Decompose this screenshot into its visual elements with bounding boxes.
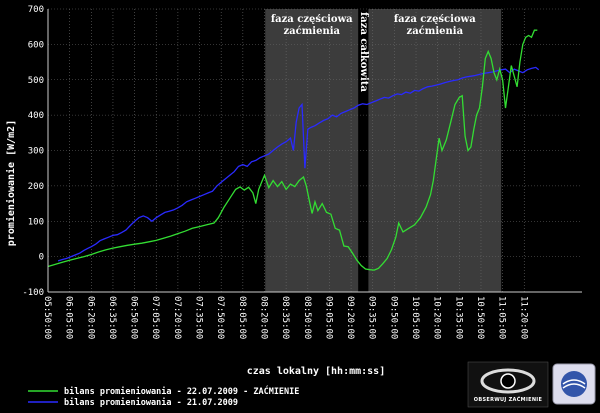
x-tick-label: 06:20:00 (85, 296, 95, 339)
x-tick-label: 05:50:00 (42, 296, 52, 339)
legend: bilans promieniowania - 22.07.2009 - ZAĆ… (28, 385, 299, 408)
x-tick-label: 07:05:00 (150, 296, 160, 339)
x-tick-label: 09:50:00 (388, 296, 398, 339)
x-tick-label: 07:50:00 (215, 296, 225, 339)
eclipse-icon (500, 373, 516, 389)
x-tick-label: 11:20:00 (518, 296, 528, 339)
legend-label-0: bilans promieniowania - 22.07.2009 - ZAĆ… (64, 385, 299, 397)
x-tick-label: 07:35:00 (194, 296, 204, 339)
x-tick-label: 08:05:00 (237, 296, 247, 339)
y-tick-label: 700 (28, 5, 44, 15)
phase-label-total: faza całkowita (358, 12, 369, 92)
data-series (47, 29, 540, 271)
legend-label-1: bilans promieniowania - 21.07.2009 (64, 397, 238, 408)
eye-icon (480, 368, 536, 394)
eclipse-logo: OBSERWUJ ZAĆMIENIE (467, 361, 549, 408)
phase-label-partial-2-1: zaćmienia (407, 26, 464, 37)
x-axis-title: czas lokalny [hh:mm:ss] (247, 366, 385, 377)
x-tick-label: 09:20:00 (345, 296, 355, 339)
x-tick-label: 08:20:00 (258, 296, 268, 339)
x-tick-label: 08:35:00 (280, 296, 290, 339)
y-tick-label: 0 (39, 253, 44, 263)
y-tick-label: 100 (28, 217, 44, 227)
axes (47, 9, 582, 293)
x-tick-label: 09:05:00 (323, 296, 333, 339)
x-tick-label: 10:50:00 (475, 296, 485, 339)
wave-icon (562, 379, 586, 389)
x-tick-label: 07:20:00 (172, 296, 182, 339)
phase-label-partial-0-1: zaćmienia (283, 26, 340, 37)
y-tick-label: 200 (28, 182, 44, 192)
phase-label-partial-2-0: faza częściowa (394, 14, 476, 25)
y-axis-title: promieniowanie [W/m2] (5, 120, 17, 246)
logo-text: OBSERWUJ ZAĆMIENIE (474, 396, 543, 403)
x-tick-label: 10:20:00 (432, 296, 442, 339)
x-tick-label: 10:35:00 (453, 296, 463, 339)
y-tick-label: 500 (28, 76, 44, 86)
x-tick-label: 09:35:00 (367, 296, 377, 339)
grid-lines (47, 8, 582, 293)
y-tick-label: -100 (22, 288, 44, 298)
institute-logo (552, 363, 596, 405)
series-line-1 (57, 66, 540, 262)
x-tick-label: 06:50:00 (129, 296, 139, 339)
y-tick-label: 600 (28, 40, 44, 50)
x-tick-label: 10:05:00 (410, 296, 420, 339)
x-tick-label: 11:05:00 (497, 296, 507, 339)
y-tick-label: 400 (28, 111, 44, 121)
y-tick-labels: -100 0 100 200 300 400 500 600 700 (22, 5, 44, 298)
x-tick-labels: 05:50:00 06:05:00 06:20:00 06:35:00 06:50:00… (42, 296, 528, 339)
x-tick-label: 08:50:00 (302, 296, 312, 339)
x-tick-label: 06:05:00 (64, 296, 74, 339)
series-line-0 (47, 29, 538, 271)
x-tick-label: 06:35:00 (107, 296, 117, 339)
phase-label-partial-0-0: faza częściowa (271, 14, 353, 25)
y-tick-label: 300 (28, 147, 44, 157)
